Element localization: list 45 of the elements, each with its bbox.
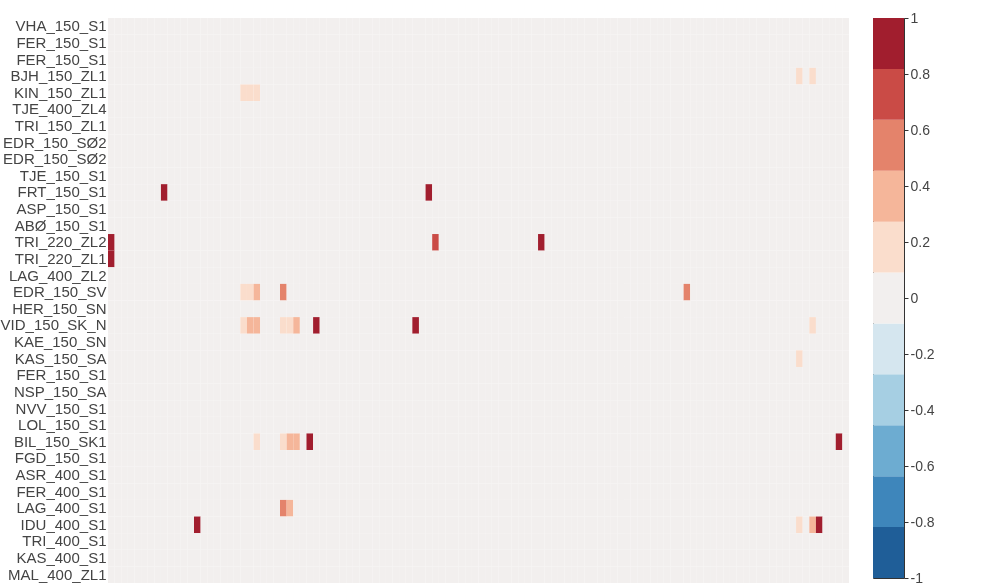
- color-bar-label: 0.4: [910, 177, 931, 194]
- y-tick-label: KAS_400_S1: [16, 549, 107, 567]
- y-tick-label: ASR_400_S1: [15, 465, 107, 483]
- y-tick-label: TRI_150_ZL1: [14, 117, 107, 135]
- y-tick-label: EDR_150_SØ2: [3, 150, 107, 168]
- y-tick-label: FER_150_S1: [16, 33, 107, 51]
- y-tick-label: KIN_150_ZL1: [13, 83, 107, 101]
- y-tick-label: FRT_150_S1: [17, 183, 107, 201]
- y-tick-label: FGD_150_S1: [14, 449, 107, 467]
- y-tick-label: LOL_150_S1: [18, 416, 107, 434]
- y-tick-label: FER_150_S1: [16, 50, 107, 68]
- y-tick-label: LAG_400_ZL2: [8, 266, 107, 284]
- y-tick-label: BJH_150_ZL1: [10, 67, 107, 85]
- color-bar-label: -0.4: [910, 401, 935, 418]
- y-tick-label: EDR_150_SV: [13, 283, 107, 301]
- y-tick-label: VHA_150_S1: [15, 17, 107, 35]
- y-tick-label: KAE_150_SN: [13, 333, 107, 351]
- y-tick-label: FER_400_S1: [16, 482, 107, 500]
- color-bar-label: 0.8: [910, 65, 931, 82]
- color-bar-label: 0.2: [910, 233, 931, 250]
- y-tick-label: FER_150_S1: [16, 366, 107, 384]
- y-tick-label: MAL_400_ZL1: [8, 565, 107, 583]
- y-tick-label: ABØ_150_S1: [14, 216, 107, 234]
- y-tick-label: VID_150_SK_N: [0, 316, 107, 334]
- y-tick-label: ASP_150_S1: [16, 200, 107, 218]
- y-tick-label: EDR_150_SØ2: [3, 133, 107, 151]
- y-tick-label: TRI_220_ZL1: [14, 249, 107, 267]
- y-tick-label: KAS_150_SA: [14, 349, 107, 367]
- color-bar-label: -1: [910, 569, 924, 583]
- color-bar-label: 1: [910, 9, 919, 26]
- color-bar-label: -0.8: [910, 513, 935, 530]
- color-bar-label: -0.6: [910, 457, 935, 474]
- y-tick-label: TRI_220_ZL2: [14, 233, 107, 251]
- color-bar-label: 0: [910, 289, 919, 306]
- color-bar-label: 0.6: [910, 121, 931, 138]
- y-tick-label: TJE_400_ZL4: [12, 100, 107, 118]
- color-bar-label: -0.2: [910, 345, 935, 362]
- y-tick-label: TRI_400_S1: [22, 532, 107, 550]
- y-tick-label: NSP_150_SA: [13, 382, 107, 400]
- y-tick-label: HER_150_SN: [12, 299, 107, 317]
- y-tick-label: BIL_150_SK1: [13, 432, 107, 450]
- y-tick-label: TJE_150_S1: [19, 166, 107, 184]
- y-tick-label: IDU_400_S1: [20, 515, 107, 533]
- y-tick-label: NVV_150_S1: [15, 399, 107, 417]
- y-tick-label: LAG_400_S1: [16, 499, 107, 517]
